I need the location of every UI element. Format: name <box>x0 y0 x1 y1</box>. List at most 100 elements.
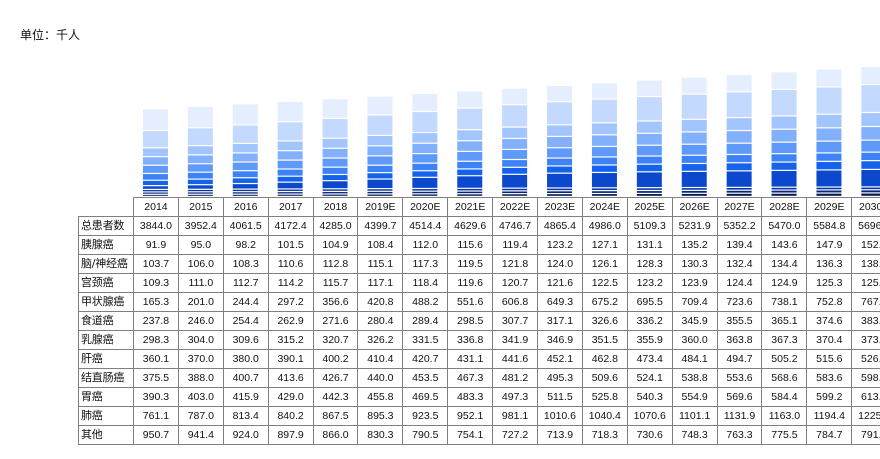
bar-segment <box>232 189 258 192</box>
bar-segment <box>367 194 393 196</box>
table-cell: 5109.3 <box>626 216 673 236</box>
bar-segment <box>187 194 213 196</box>
table-cell: 262.9 <box>267 311 314 331</box>
row-label: 脑/神经癌 <box>78 254 134 274</box>
bar-segment <box>412 154 438 163</box>
bar-segment <box>726 187 752 190</box>
table-cell: 583.6 <box>806 368 853 388</box>
bar-segment <box>277 194 303 196</box>
table-cell: 363.8 <box>716 330 763 350</box>
table-cell: 481.2 <box>492 368 539 388</box>
bar-segment <box>142 157 168 165</box>
bar-segment <box>367 115 393 135</box>
table-cell: 4986.0 <box>581 216 628 236</box>
table-cell: 117.3 <box>402 254 449 274</box>
bar-segment <box>457 141 483 151</box>
bar-segment <box>591 194 617 196</box>
bar-stack-2015 <box>187 106 213 196</box>
bar-segment <box>861 187 880 190</box>
table-cell: 135.2 <box>671 235 718 255</box>
bar-segment <box>367 156 393 165</box>
bar-segment <box>457 191 483 194</box>
bar-segment <box>636 97 662 121</box>
bar-segment <box>636 156 662 164</box>
table-cell: 775.5 <box>761 425 808 445</box>
table-cell: 355.9 <box>626 330 673 350</box>
year-header-cell: 2017 <box>267 197 314 217</box>
table-cell: 784.7 <box>806 425 853 445</box>
bar-segment <box>636 172 662 188</box>
bar-segment <box>816 141 842 153</box>
table-cell: 453.5 <box>402 368 449 388</box>
bar-segment <box>457 130 483 141</box>
table-cell: 4514.4 <box>402 216 449 236</box>
table-cell: 119.4 <box>492 235 539 255</box>
table-cell: 128.3 <box>626 254 673 274</box>
table-cell: 317.1 <box>537 311 583 331</box>
bar-segment <box>457 152 483 161</box>
bar-segment <box>547 148 573 158</box>
year-header-cell: 2019E <box>357 197 404 217</box>
bar-segment <box>502 160 528 167</box>
table-cell: 538.8 <box>671 368 718 388</box>
bar-segment <box>726 171 752 187</box>
bar-segment <box>277 176 303 182</box>
table-cell: 1010.6 <box>537 406 583 426</box>
table-cell: 813.4 <box>222 406 269 426</box>
table-cell: 132.4 <box>716 254 763 274</box>
table-cell: 355.5 <box>716 311 763 331</box>
bar-segment <box>816 193 842 196</box>
table-cell: 307.7 <box>492 311 539 331</box>
bar-segment <box>547 86 573 102</box>
bar-stack-2029E <box>816 69 842 196</box>
bar-segment <box>232 194 258 196</box>
table-cell: 201.0 <box>177 292 224 312</box>
table-cell: 511.5 <box>537 387 583 407</box>
table-cell: 462.8 <box>581 349 628 369</box>
table-corner-cell <box>78 197 134 217</box>
table-cell: 866.0 <box>312 425 359 445</box>
table-cell: 123.2 <box>537 235 583 255</box>
bar-segment <box>547 191 573 193</box>
bar-segment <box>771 162 797 170</box>
table-cell: 952.1 <box>447 406 494 426</box>
table-cell: 3844.0 <box>133 216 179 236</box>
bar-segment <box>187 128 213 146</box>
table-row: 结直肠癌 375.5 388.0 400.7 413.6 426.7 440.0 453.5 4… <box>78 368 880 388</box>
table-cell: 134.4 <box>761 254 808 274</box>
bar-segment <box>367 179 393 189</box>
table-cell: 752.8 <box>806 292 853 312</box>
bar-segment <box>591 157 617 165</box>
bar-segment <box>142 165 168 173</box>
bar-segment <box>187 179 213 185</box>
year-header-cell: 2018 <box>312 197 359 217</box>
bar-stack-2023E <box>547 86 573 196</box>
row-label: 甲状腺癌 <box>78 292 134 312</box>
table-cell: 554.9 <box>671 387 718 407</box>
bar-segment <box>142 180 168 186</box>
bar-segment <box>636 80 662 96</box>
bar-segment <box>502 139 528 149</box>
bar-segment <box>502 194 528 196</box>
row-label: 胃癌 <box>78 387 134 407</box>
bar-segment <box>591 173 617 188</box>
table-cell: 320.7 <box>312 330 359 350</box>
table-cell: 388.0 <box>177 368 224 388</box>
table-cell: 254.4 <box>222 311 269 331</box>
table-cell: 551.6 <box>447 292 494 312</box>
table-cell: 840.2 <box>267 406 314 426</box>
bar-segment <box>591 147 617 157</box>
bar-segment <box>726 74 752 92</box>
bar-segment <box>232 171 258 178</box>
table-cell: 126.1 <box>581 254 628 274</box>
bar-segment <box>187 106 213 128</box>
table-cell: 127.1 <box>581 235 628 255</box>
bar-stack-2030E <box>861 67 880 196</box>
table-cell: 540.3 <box>626 387 673 407</box>
row-label: 宫颈癌 <box>78 273 134 293</box>
unit-label: 单位：千人 <box>20 28 81 42</box>
bar-segment <box>142 192 168 194</box>
bar-segment <box>322 192 348 194</box>
bar-segment <box>591 165 617 172</box>
table-row: 总患者数 3844.0 3952.4 4061.5 4172.4 4285.0 4399.7… <box>78 216 880 236</box>
